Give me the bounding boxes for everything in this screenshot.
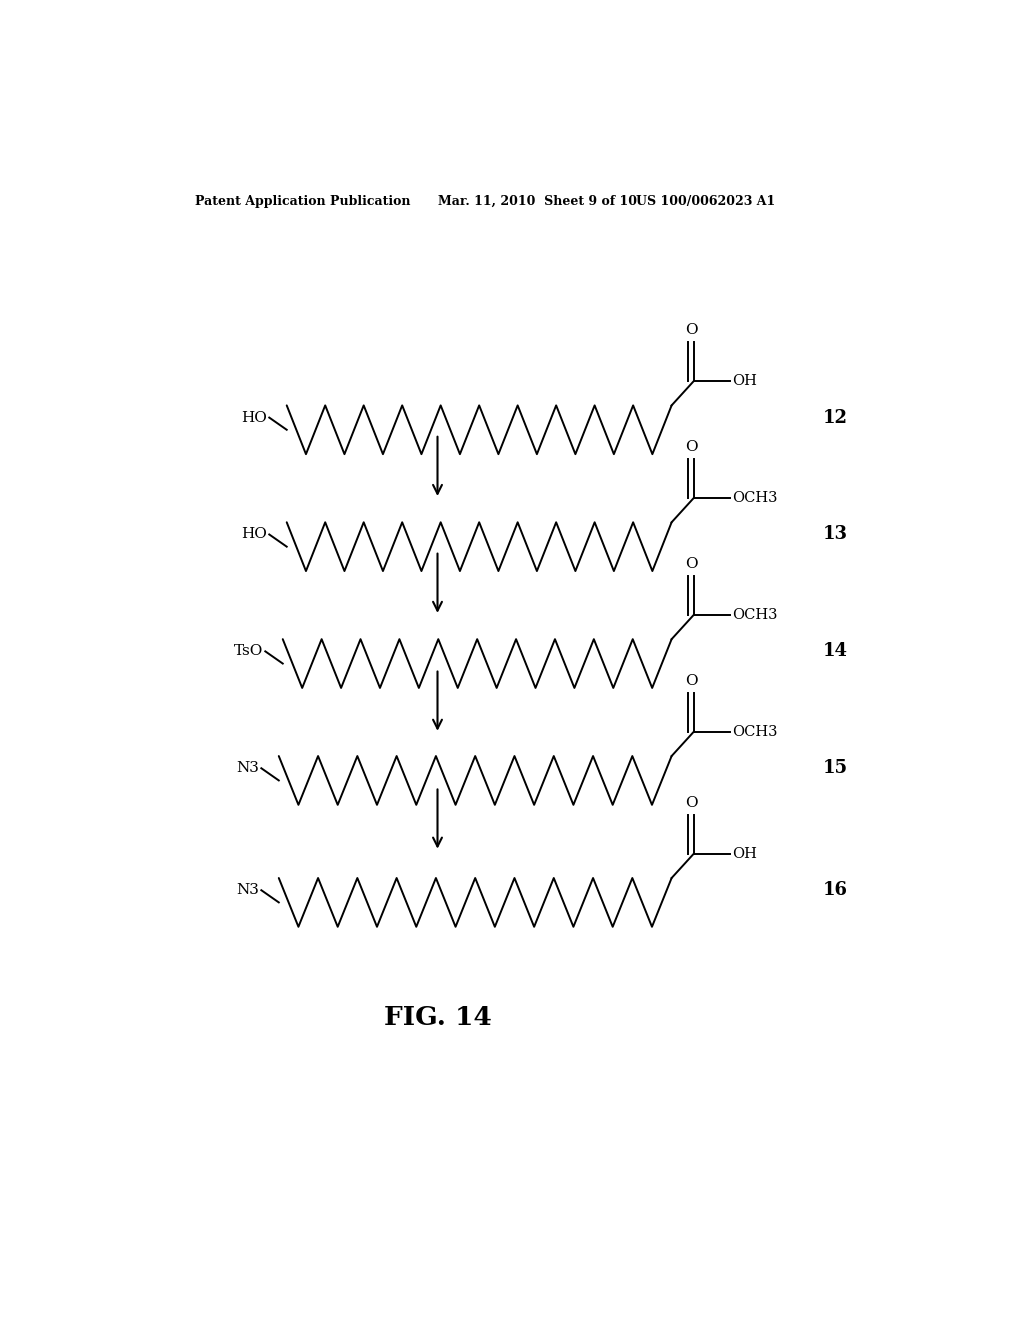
Text: N3: N3 <box>237 883 259 898</box>
Text: OCH3: OCH3 <box>732 491 777 504</box>
Text: 16: 16 <box>822 882 848 899</box>
Text: Mar. 11, 2010  Sheet 9 of 10: Mar. 11, 2010 Sheet 9 of 10 <box>437 194 637 207</box>
Text: Patent Application Publication: Patent Application Publication <box>196 194 411 207</box>
Text: HO: HO <box>241 411 267 425</box>
Text: O: O <box>685 557 697 572</box>
Text: 12: 12 <box>822 409 848 426</box>
Text: O: O <box>685 675 697 688</box>
Text: OCH3: OCH3 <box>732 725 777 739</box>
Text: OH: OH <box>732 846 757 861</box>
Text: OH: OH <box>732 374 757 388</box>
Text: O: O <box>685 323 697 338</box>
Text: US 100/0062023 A1: US 100/0062023 A1 <box>636 194 775 207</box>
Text: 15: 15 <box>822 759 848 777</box>
Text: O: O <box>685 440 697 454</box>
Text: 14: 14 <box>822 643 848 660</box>
Text: OCH3: OCH3 <box>732 607 777 622</box>
Text: O: O <box>685 796 697 810</box>
Text: N3: N3 <box>237 762 259 775</box>
Text: FIG. 14: FIG. 14 <box>384 1005 492 1030</box>
Text: 13: 13 <box>822 525 848 544</box>
Text: HO: HO <box>241 528 267 541</box>
Text: TsO: TsO <box>233 644 263 659</box>
